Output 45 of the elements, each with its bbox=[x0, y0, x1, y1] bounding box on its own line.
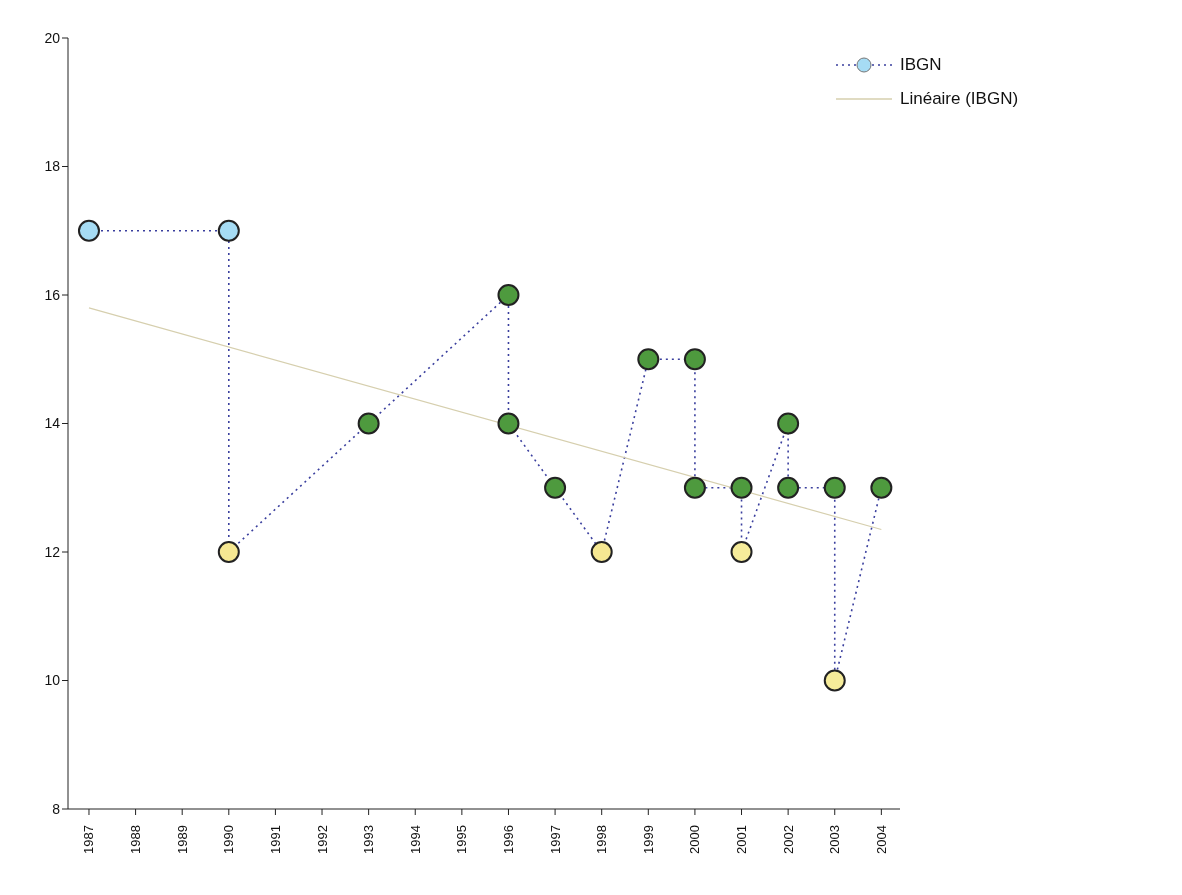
x-tick-label: 1989 bbox=[174, 825, 190, 854]
legend-label: Linéaire (IBGN) bbox=[900, 89, 1019, 109]
x-tick-label: 1987 bbox=[81, 825, 97, 854]
point bbox=[357, 412, 380, 435]
point bbox=[777, 476, 800, 499]
x-tick-label: 1998 bbox=[594, 825, 610, 854]
y-tick-label: 18 bbox=[44, 158, 61, 175]
point bbox=[497, 284, 520, 306]
y-tick-label: 8 bbox=[52, 800, 61, 817]
y-tick-label: 10 bbox=[44, 672, 61, 689]
point bbox=[870, 476, 893, 499]
legend-label: IBGN bbox=[900, 55, 942, 75]
y-tick-label: 16 bbox=[44, 286, 61, 303]
x-tick-label: 1992 bbox=[314, 825, 330, 854]
x-tick-label: 1993 bbox=[361, 825, 377, 854]
point bbox=[497, 412, 520, 435]
point bbox=[823, 669, 846, 692]
x-tick-label: 1996 bbox=[500, 825, 516, 854]
x-tick-label: 2004 bbox=[873, 825, 889, 854]
x-tick-label: 2000 bbox=[687, 825, 703, 854]
point bbox=[730, 541, 753, 563]
x-tick-label: 1997 bbox=[547, 825, 563, 854]
x-tick-label: 1988 bbox=[128, 825, 144, 854]
point bbox=[217, 219, 240, 242]
x-tick-label: 1994 bbox=[407, 825, 423, 854]
x-tick-label: 2002 bbox=[780, 825, 796, 854]
x-tick-label: 2001 bbox=[734, 825, 750, 854]
point bbox=[217, 541, 240, 563]
y-tick-label: 12 bbox=[44, 543, 61, 560]
point bbox=[683, 348, 706, 371]
point bbox=[544, 476, 567, 499]
point bbox=[590, 541, 613, 563]
x-tick-label: 1995 bbox=[454, 825, 470, 854]
point bbox=[777, 412, 800, 435]
x-tick-label: 1999 bbox=[640, 825, 656, 854]
y-tick-label: 14 bbox=[44, 415, 61, 432]
y-tick-label: 20 bbox=[44, 29, 61, 46]
point bbox=[683, 476, 706, 499]
point bbox=[77, 219, 100, 242]
point bbox=[637, 348, 660, 371]
x-tick-label: 1990 bbox=[221, 825, 237, 854]
x-tick-label: 2003 bbox=[827, 825, 843, 854]
point bbox=[730, 476, 753, 499]
point bbox=[823, 476, 846, 499]
x-tick-label: 1991 bbox=[267, 825, 283, 854]
